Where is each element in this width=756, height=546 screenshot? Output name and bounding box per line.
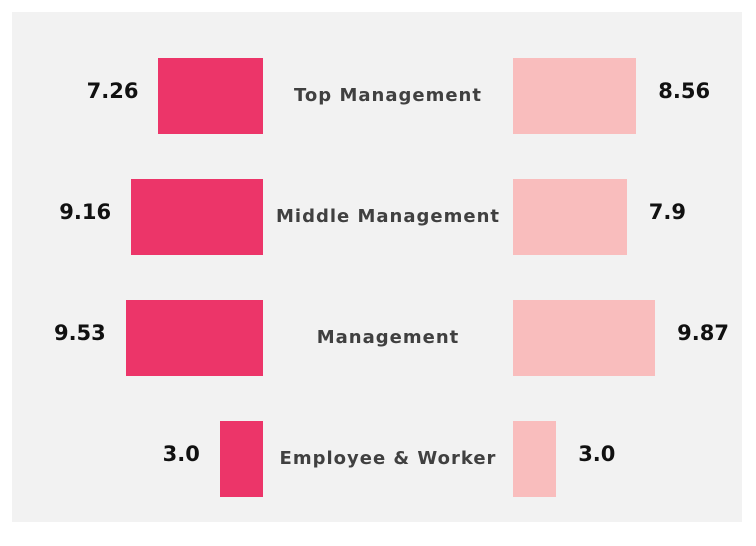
- value-label: 9.16: [59, 200, 112, 224]
- bar: [513, 179, 627, 255]
- bar: [131, 179, 263, 255]
- value-label: 9.53: [53, 321, 106, 345]
- category-label: Management: [316, 327, 460, 348]
- category-label: Middle Management: [276, 206, 500, 227]
- value-label: 3.0: [578, 442, 616, 466]
- category-label: Top Management: [294, 85, 482, 106]
- value-label: 9.87: [677, 321, 729, 345]
- bar: [513, 421, 557, 497]
- bar: [219, 421, 263, 497]
- value-label: 3.0: [162, 442, 200, 466]
- value-label: 7.9: [648, 200, 686, 224]
- value-label: 8.56: [658, 79, 711, 103]
- bar: [513, 300, 656, 376]
- category-label: Employee & Worker: [279, 448, 497, 469]
- chart: Top Management 7.26 8.56 Middle Management 9…: [12, 12, 742, 522]
- bar: [158, 58, 263, 134]
- value-label: 7.26: [86, 79, 139, 103]
- bar: [125, 300, 263, 376]
- bar: [513, 58, 637, 134]
